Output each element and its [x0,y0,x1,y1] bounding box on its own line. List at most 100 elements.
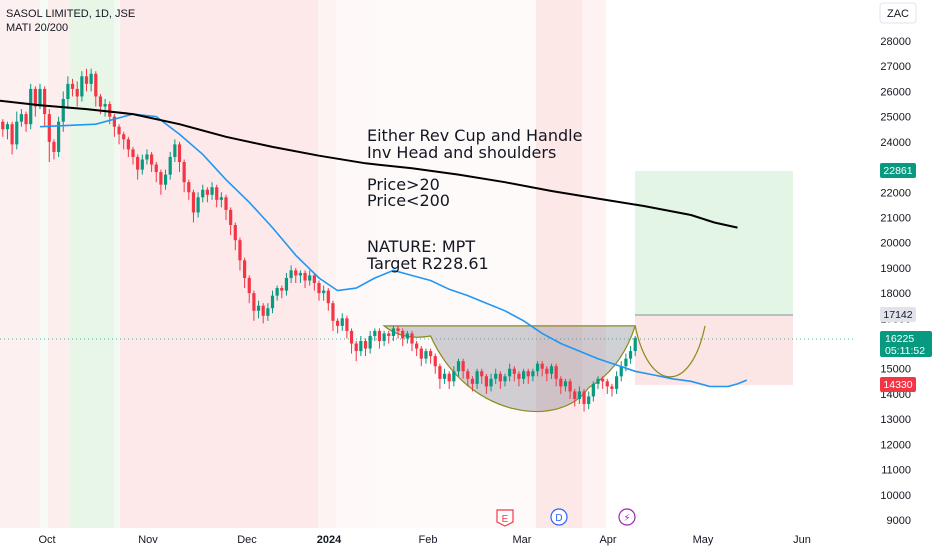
candle-body [447,373,451,382]
candle [187,179,191,200]
candle [340,313,344,331]
candle [568,378,572,399]
candle [363,338,368,357]
annotation-price-below[interactable]: Price<200 [367,191,450,210]
candle-body [573,391,577,399]
candle-body [401,330,405,339]
candle [24,111,28,132]
annotation-pattern-1[interactable]: Either Rev Cup and Handle [367,126,582,145]
price-tick-label: 21000 [880,212,911,224]
candle-body [219,197,223,200]
candle-body [359,341,363,352]
candle [596,376,600,389]
entry-price-value: 17142 [883,309,912,321]
candle-body [215,187,219,200]
candle-body [308,275,312,281]
candle-body [615,376,619,389]
candle-body [522,371,526,379]
time-axis[interactable]: Oct Nov Dec 2024 Feb Mar Apr May Jun [0,528,932,550]
candle [10,121,14,155]
split-icon[interactable]: ⚡ [618,508,636,526]
candle-body [549,366,554,374]
dividend-icon[interactable]: D [550,508,568,526]
candle-body [633,337,637,352]
handle-shape[interactable] [634,325,706,378]
candle-body [122,134,126,140]
candle [243,257,247,289]
price-tick-label: 27000 [880,61,911,73]
time-tick-label: Mar [513,534,532,546]
price-tick-label: 28000 [880,36,911,48]
time-tick-label: May [693,534,714,546]
candle [368,330,372,354]
earnings-icon[interactable]: E [496,509,514,527]
position-zones[interactable] [635,171,793,385]
event-markers[interactable]: E D ⚡ [496,508,636,527]
candle-body [43,88,47,115]
price-tick-label: 9000 [887,515,911,527]
candle-body [605,381,609,387]
candle-body [512,368,516,374]
text-annotations[interactable]: Either Rev Cup and Handle Inv Head and s… [366,126,582,273]
candle-body [266,308,270,316]
price-axis[interactable]: ZAC 280002700026000250002400023000220002… [854,0,932,550]
candle [196,192,200,218]
candle-body [126,139,130,150]
candle-body [582,391,586,405]
candle [159,169,163,195]
annotation-nature[interactable]: NATURE: MPT [367,237,475,256]
candle-body [10,124,14,145]
currency-label[interactable]: ZAC [887,8,909,20]
currency-button[interactable] [879,2,917,24]
candle [52,139,56,160]
candle-body [554,366,558,379]
profit-zone[interactable] [635,171,793,315]
candle [549,363,554,379]
candle-body [340,318,344,326]
candle [405,330,409,344]
annotation-target[interactable]: Target R228.61 [366,254,489,273]
candle-body [210,187,214,195]
candle [540,361,544,377]
price-tick-label: 19000 [880,263,911,275]
ma20-line [39,113,748,388]
candle-body [159,172,163,185]
candle-body [452,371,456,382]
price-tick-label: 12000 [880,439,911,451]
time-tick-label: 2024 [317,534,342,546]
candle-body [368,335,372,349]
candle-body [628,351,633,359]
candle-body [98,96,103,107]
price-tick-label: 18000 [880,288,911,300]
loss-zone[interactable] [635,315,793,385]
candle [317,280,321,301]
candle-body [345,318,349,331]
candle-body [531,371,535,377]
candle [136,154,140,180]
candle-body [559,378,563,387]
candle [377,328,382,349]
candle-body [545,368,549,374]
candle-body [326,290,330,304]
candle [275,285,279,301]
candle [322,285,326,301]
target-price-value: 22861 [883,165,912,177]
candle [605,378,609,394]
indicator-label[interactable]: MATI 20/200 [6,22,68,34]
candle [326,288,330,311]
candle [29,83,33,130]
price-tick-label: 10000 [880,490,911,502]
candle [57,116,61,157]
time-tick-label: Feb [419,534,438,546]
annotation-price-above[interactable]: Price>20 [367,175,440,194]
candle-body [303,272,307,281]
candle [201,184,205,203]
candle-body [289,270,293,278]
candle-body [526,371,530,377]
annotation-pattern-2[interactable]: Inv Head and shoulders [367,143,556,162]
candle-body [252,293,256,311]
svg-text:⚡: ⚡ [623,513,630,524]
candle [489,373,493,392]
candle [559,376,563,394]
